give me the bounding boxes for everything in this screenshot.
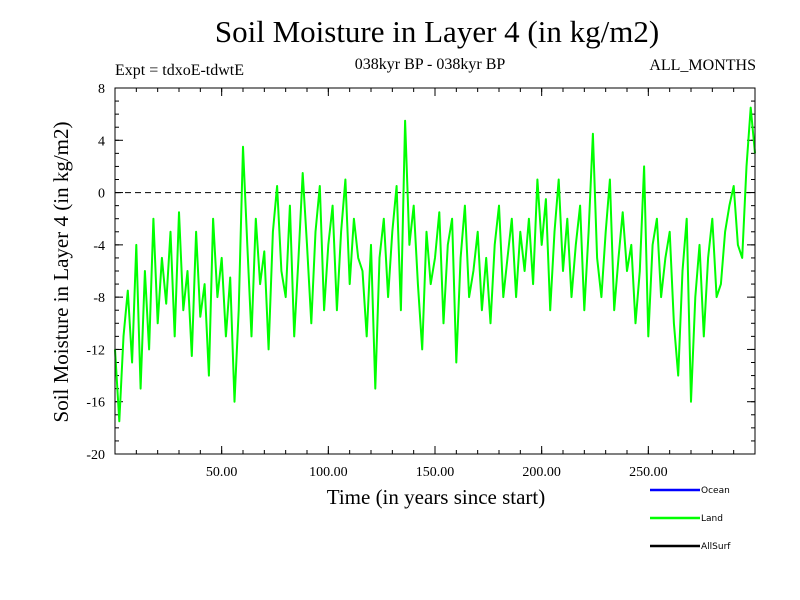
- x-tick-label: 150.00: [416, 465, 455, 480]
- legend: Ocean Land AllSurf: [650, 486, 731, 552]
- chart-title: Soil Moisture in Layer 4 (in kg/m2): [214, 14, 660, 49]
- period-label: 038kyr BP - 038kyr BP: [354, 56, 506, 73]
- y-tick-label: 8: [98, 82, 105, 97]
- plot-frame: [114, 87, 756, 455]
- axes-layer: 50.00 100.00 150.00 200.00 250.00 -20 -16 -12 -8…: [86, 82, 756, 480]
- y-tick-label: 4: [98, 134, 105, 149]
- y-axis-label: Soil Moisture in Layer 4 (in kg/m2): [49, 122, 73, 423]
- series-line-land: [114, 106, 756, 423]
- x-axis-label: Time (in years since start): [326, 485, 546, 509]
- months-label: ALL_MONTHS: [649, 57, 756, 74]
- legend-label-ocean: Ocean: [701, 486, 730, 496]
- x-tick-label: 100.00: [309, 465, 348, 480]
- y-tick-label: -8: [93, 291, 105, 306]
- y-tick-label: -16: [86, 396, 105, 411]
- x-tick-label: 200.00: [522, 465, 561, 480]
- x-tick-label: 50.00: [206, 465, 238, 480]
- series-layer: [114, 106, 756, 423]
- x-tick-label: 250.00: [629, 465, 668, 480]
- y-tick-label: -12: [86, 343, 105, 358]
- experiment-label: Expt = tdxoE-tdwtE: [115, 62, 245, 79]
- legend-label-allsurf: AllSurf: [701, 542, 731, 552]
- legend-label-land: Land: [701, 514, 723, 524]
- y-tick-label: -20: [86, 448, 105, 463]
- y-tick-label: 0: [98, 187, 105, 202]
- y-tick-label: -4: [93, 239, 105, 254]
